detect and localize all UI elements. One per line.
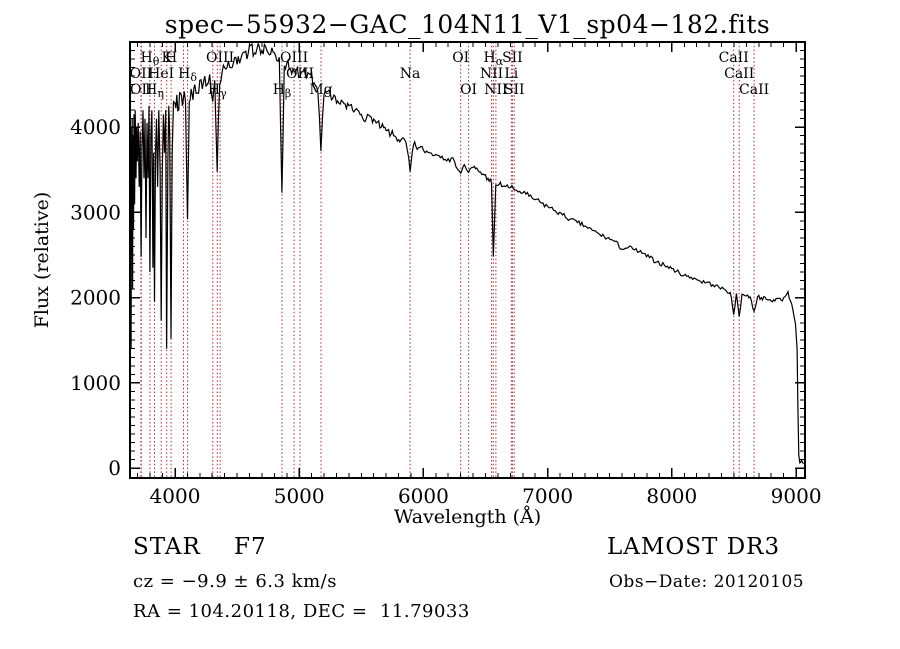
line-label: NII xyxy=(484,82,507,98)
star-class-label: STAR F7 xyxy=(133,534,267,560)
y-tick-labels: 0 1000 2000 3000 4000 xyxy=(70,115,121,480)
line-label: Mg xyxy=(309,82,332,98)
svg-text:8000: 8000 xyxy=(646,484,697,508)
line-label: OI xyxy=(460,82,477,98)
line-label: Hγ xyxy=(208,82,227,100)
line-label: SII xyxy=(504,82,525,98)
line-label: NII xyxy=(480,66,503,82)
line-label: Hδ xyxy=(178,66,197,84)
line-label: OII xyxy=(130,82,153,98)
svg-text:4000: 4000 xyxy=(70,115,121,139)
svg-text:6000: 6000 xyxy=(398,484,449,508)
spectral-marker-lines xyxy=(140,42,755,478)
line-label: OIII xyxy=(286,66,314,82)
line-label: HeI xyxy=(148,66,174,82)
line-label: OIII xyxy=(206,50,234,66)
line-label: OII xyxy=(130,66,153,82)
obs-date-label: Obs−Date: 20120105 xyxy=(609,572,805,592)
chart-title: spec−55932−GAC_104N11_V1_sp04−182.fits xyxy=(164,10,771,39)
x-tick-labels: 4000 5000 6000 7000 8000 9000 xyxy=(150,484,822,508)
ra-dec-label: RA = 104.20118, DEC = 11.79033 xyxy=(133,601,470,622)
line-label: OIII xyxy=(280,50,308,66)
line-label: Hβ xyxy=(273,82,292,100)
spectrum-trace xyxy=(130,42,804,465)
plot-frame xyxy=(129,41,806,479)
axis-ticks xyxy=(130,41,805,478)
svg-text:9000: 9000 xyxy=(771,484,822,508)
line-label: Na xyxy=(400,66,421,82)
line-label: CaII xyxy=(719,50,749,66)
line-label: Hα xyxy=(483,50,503,68)
x-axis-title: Wavelength (Å) xyxy=(394,506,541,528)
svg-text:2000: 2000 xyxy=(70,286,121,310)
line-label: SII xyxy=(502,50,523,66)
svg-text:0: 0 xyxy=(108,456,121,480)
line-label: CaII xyxy=(724,66,754,82)
line-label: OI xyxy=(452,50,469,66)
svg-text:1000: 1000 xyxy=(70,371,121,395)
svg-text:7000: 7000 xyxy=(522,484,573,508)
radial-velocity-label: cz = −9.9 ± 6.3 km/s xyxy=(133,571,337,592)
survey-release-label: LAMOST DR3 xyxy=(607,534,781,560)
y-axis-title: Flux (relative) xyxy=(31,192,53,329)
svg-text:5000: 5000 xyxy=(274,484,325,508)
line-label: Hη xyxy=(145,82,164,100)
svg-text:3000: 3000 xyxy=(70,200,121,224)
line-label: K xyxy=(161,50,172,66)
line-label: H xyxy=(165,50,177,66)
svg-text:4000: 4000 xyxy=(150,484,201,508)
line-label: CaII xyxy=(739,82,769,98)
line-label: Hθ xyxy=(140,50,159,68)
line-label: Li xyxy=(504,66,518,82)
spectral-line-labels: OIIOIIHθHηHeIKHHδHγOIIIHβOIIIOIIIMgNaOIO… xyxy=(130,50,770,100)
